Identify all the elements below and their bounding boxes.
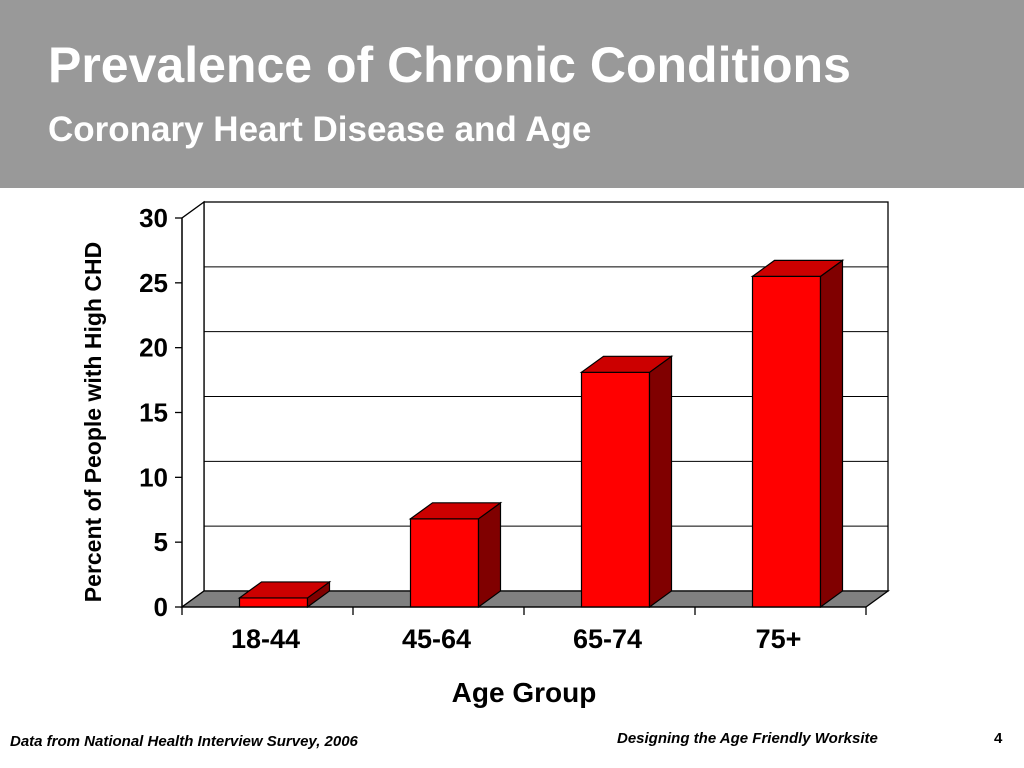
y-tick-label: 25 xyxy=(139,268,168,298)
bar-chart: 18-44 45-64 65-74 75+ 0 5 10 15 20 25 30 Age Group P… xyxy=(80,200,890,708)
bar-side-65-74 xyxy=(648,355,673,609)
slide-header: Prevalence of Chronic Conditions Coronar… xyxy=(0,0,1024,188)
bar-top-45-64 xyxy=(408,502,503,520)
y-tick-label: 30 xyxy=(139,203,168,233)
bar-65-74 xyxy=(580,371,651,608)
y-tick-label: 5 xyxy=(154,527,168,557)
y-axis-title: Percent of People with High CHD xyxy=(80,242,106,602)
bar-top-75+ xyxy=(750,259,845,277)
bar-side-45-64 xyxy=(477,501,502,609)
bar-18-44 xyxy=(238,597,309,608)
chart-bars xyxy=(237,259,845,609)
side-wall xyxy=(181,200,205,609)
bar-top-65-74 xyxy=(579,355,674,373)
footer-presentation-title: Designing the Age Friendly Worksite xyxy=(617,730,878,747)
y-tick-label: 20 xyxy=(139,333,168,363)
x-tick-label: 18-44 xyxy=(231,624,300,654)
slide-subtitle: Coronary Heart Disease and Age xyxy=(48,110,592,149)
chart-axes xyxy=(175,217,867,615)
x-tick-label: 45-64 xyxy=(402,624,471,654)
x-tick-label: 65-74 xyxy=(573,624,642,654)
bar-top-18-44 xyxy=(237,581,332,599)
bar-side-75+ xyxy=(819,259,844,609)
footer-source: Data from National Health Interview Surv… xyxy=(10,733,358,750)
chart-labels: 18-44 45-64 65-74 75+ 0 5 10 15 20 25 30 Age Group P… xyxy=(80,203,801,708)
bar-45-64 xyxy=(409,518,480,608)
y-tick-label: 15 xyxy=(139,398,168,428)
page-number: 4 xyxy=(994,730,1003,747)
x-tick-label: 75+ xyxy=(756,624,802,654)
y-tick-label: 0 xyxy=(154,592,168,622)
y-tick-label: 10 xyxy=(139,462,168,492)
x-axis-title: Age Group xyxy=(452,677,597,708)
bar-75+ xyxy=(751,275,822,608)
slide-title: Prevalence of Chronic Conditions xyxy=(48,37,851,93)
